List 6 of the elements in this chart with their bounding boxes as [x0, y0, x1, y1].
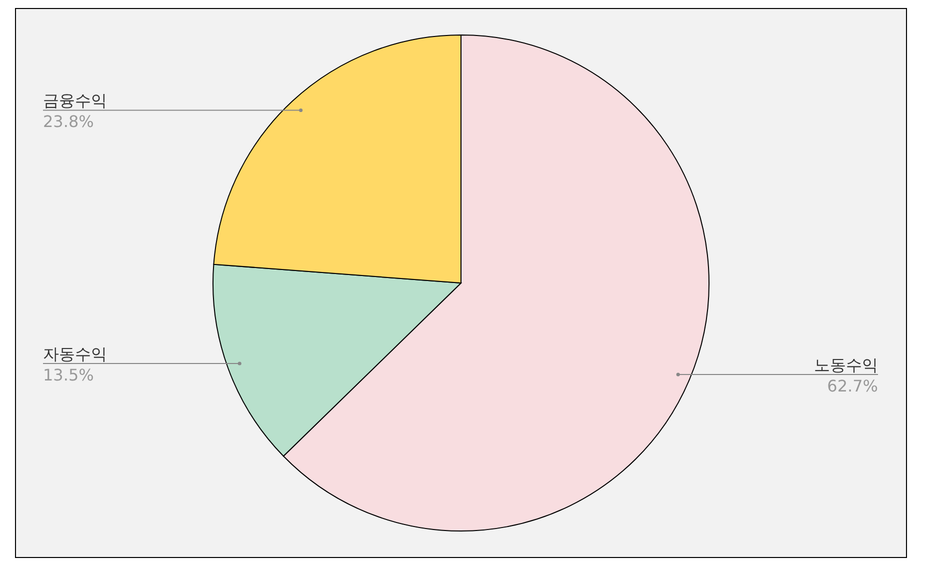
- data-label: 62.7%: [827, 376, 878, 396]
- slice-label: 금융수익: [43, 91, 107, 110]
- slice-label: 노동수익: [814, 356, 878, 375]
- data-label: 13.5%: [43, 366, 94, 385]
- data-label: 23.8%: [43, 112, 94, 132]
- slice-label: 자동수익: [43, 344, 107, 364]
